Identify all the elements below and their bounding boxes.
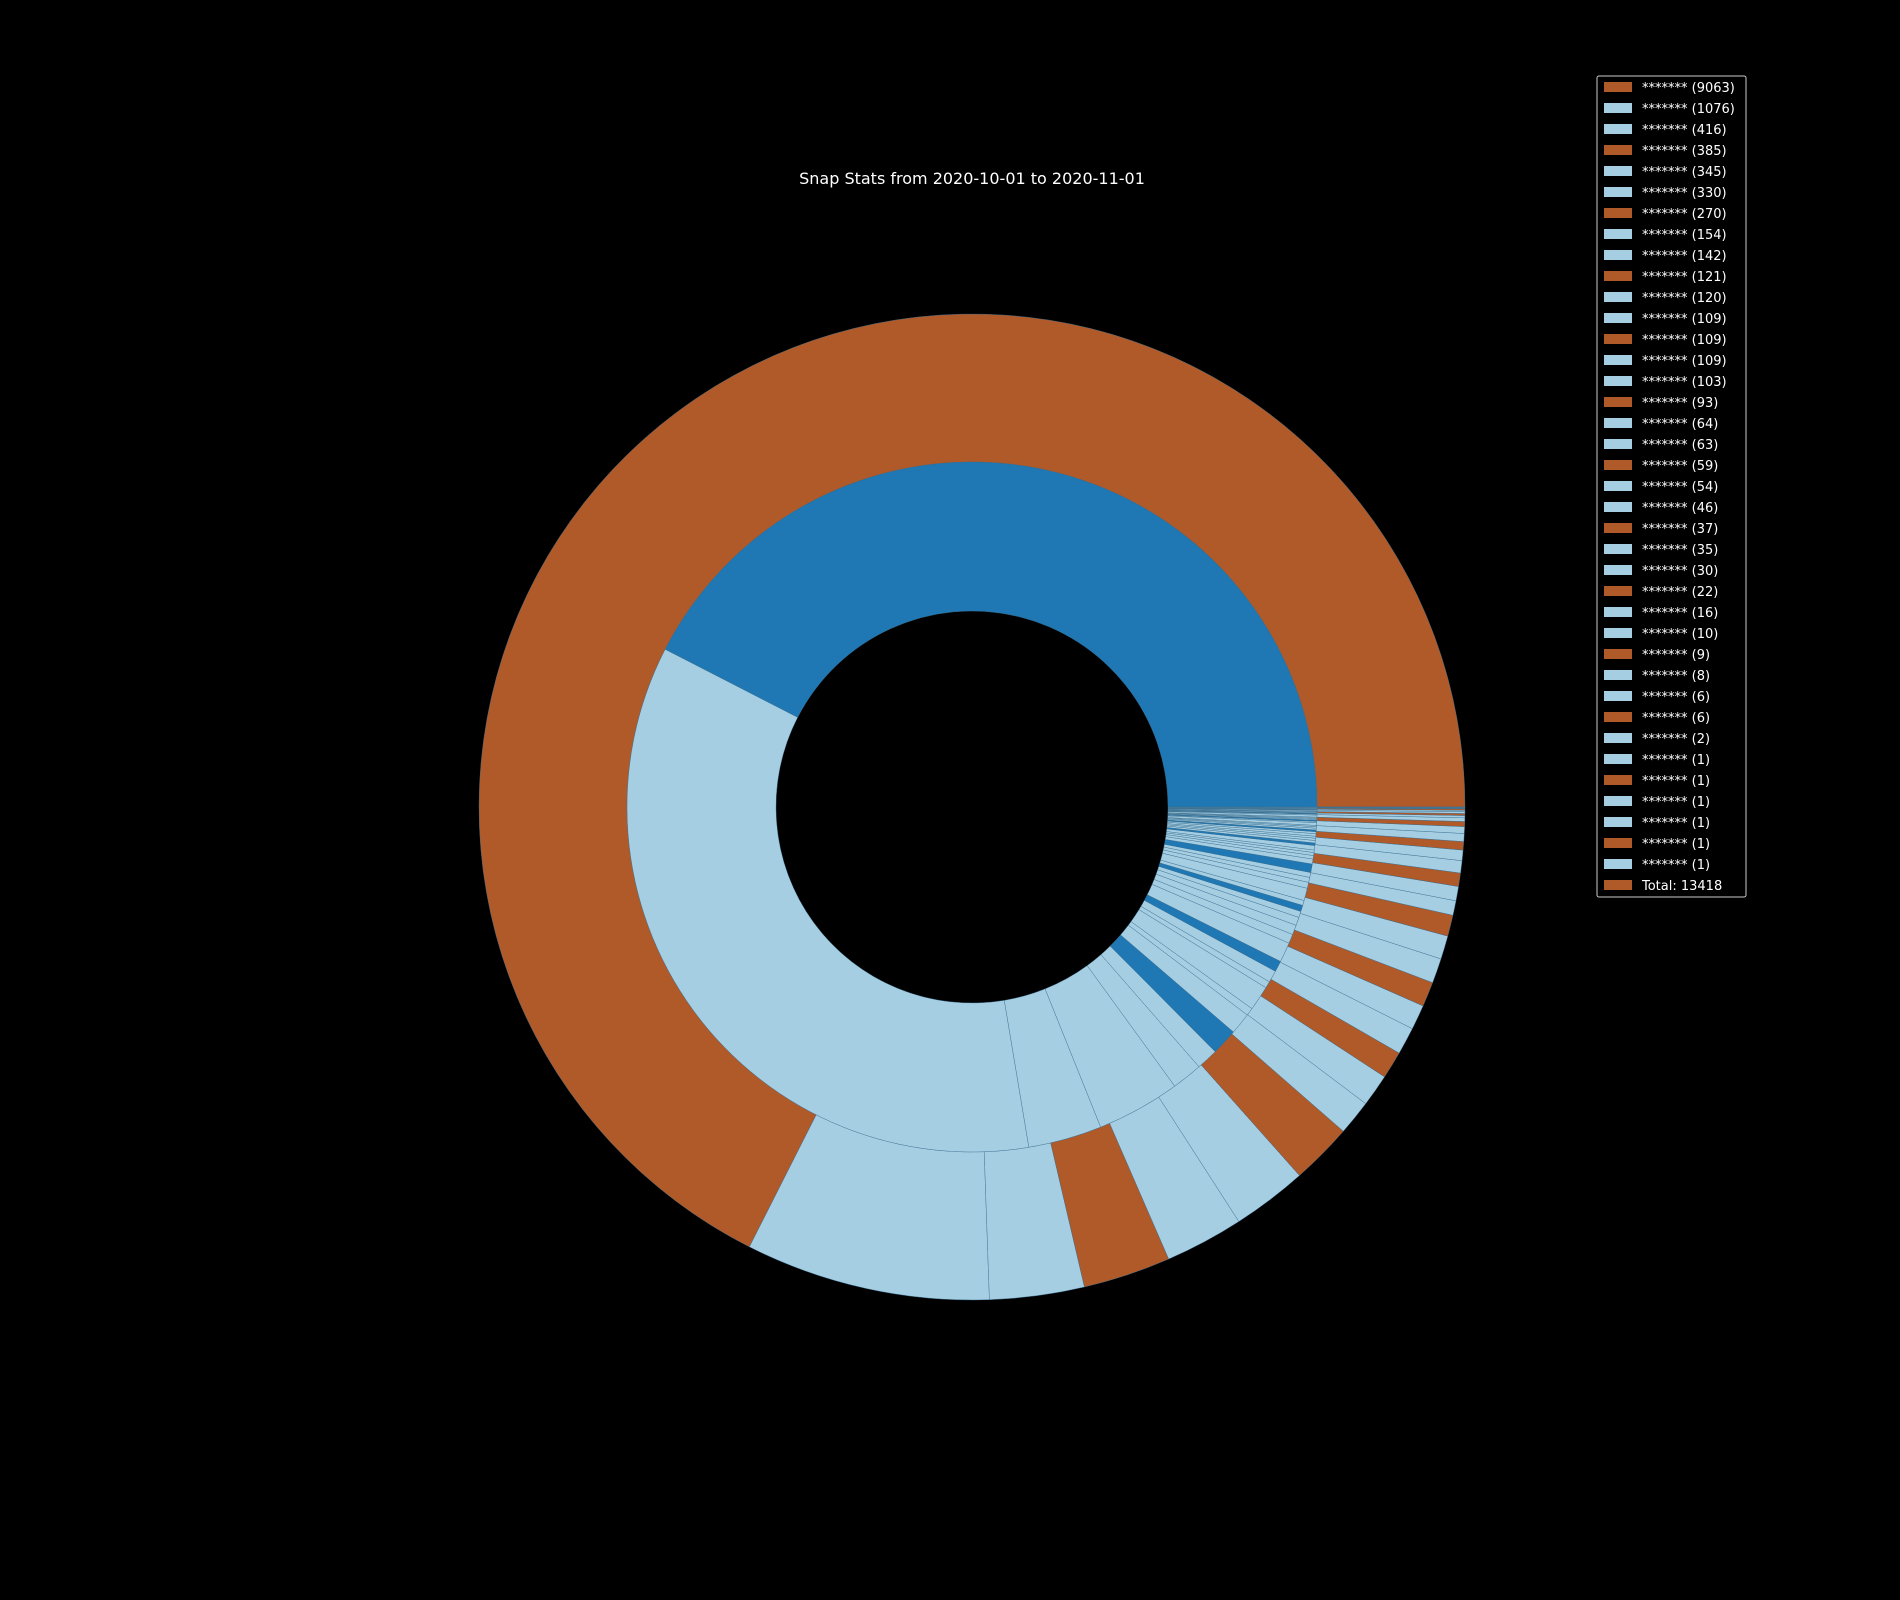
legend-label: ******* (30): [1642, 564, 1718, 579]
legend-swatch: [1604, 250, 1632, 260]
legend-label: ******* (345): [1642, 165, 1727, 180]
legend-label: ******* (6): [1642, 690, 1710, 705]
legend-swatch: [1604, 565, 1632, 575]
legend-swatch: [1604, 649, 1632, 659]
legend-label: ******* (1): [1642, 753, 1710, 768]
legend-label: ******* (1): [1642, 858, 1710, 873]
legend-swatch: [1604, 460, 1632, 470]
chart-title: Snap Stats from 2020-10-01 to 2020-11-01: [799, 169, 1145, 188]
legend-label: ******* (59): [1642, 459, 1718, 474]
legend-label: ******* (385): [1642, 144, 1727, 159]
legend-swatch: [1604, 817, 1632, 827]
legend-label: ******* (8): [1642, 669, 1710, 684]
legend-label: ******* (37): [1642, 522, 1718, 537]
legend-swatch: [1604, 523, 1632, 533]
legend-label: ******* (154): [1642, 228, 1727, 243]
legend-frame: [1596, 75, 1747, 898]
legend-label: ******* (35): [1642, 543, 1718, 558]
legend-label: ******* (93): [1642, 396, 1718, 411]
legend-label: ******* (64): [1642, 417, 1718, 432]
legend-swatch: [1604, 355, 1632, 365]
legend-label: ******* (109): [1642, 333, 1727, 348]
legend-label: ******* (416): [1642, 123, 1727, 138]
legend-label: ******* (9): [1642, 648, 1710, 663]
legend-swatch: [1604, 859, 1632, 869]
legend-label: ******* (6): [1642, 711, 1710, 726]
legend-swatch: [1604, 229, 1632, 239]
inner-ring-wedge: [664, 461, 1318, 808]
inner-ring: [626, 461, 1318, 1153]
legend-swatch: [1604, 103, 1632, 113]
legend-label: ******* (46): [1642, 501, 1718, 516]
legend-label: ******* (1): [1642, 816, 1710, 831]
legend-label: ******* (1076): [1642, 102, 1735, 117]
legend-swatch: [1604, 628, 1632, 638]
legend-label: ******* (54): [1642, 480, 1718, 495]
legend-label: ******* (1): [1642, 795, 1710, 810]
legend: ******* (9063) ******* (1076) ******* (416…: [1596, 75, 1747, 898]
legend-swatch: [1604, 481, 1632, 491]
legend-label: ******* (22): [1642, 585, 1718, 600]
legend-swatch: [1604, 397, 1632, 407]
legend-label: ******* (120): [1642, 291, 1727, 306]
legend-swatch: [1604, 691, 1632, 701]
legend-swatch: [1604, 292, 1632, 302]
legend-label: ******* (1): [1642, 837, 1710, 852]
legend-swatch: [1604, 334, 1632, 344]
legend-swatch: [1604, 208, 1632, 218]
legend-label: ******* (330): [1642, 186, 1727, 201]
legend-swatch: [1604, 733, 1632, 743]
legend-label: ******* (103): [1642, 375, 1727, 390]
legend-swatch: [1604, 439, 1632, 449]
legend-swatch: [1604, 670, 1632, 680]
legend-swatch: [1604, 145, 1632, 155]
legend-swatch: [1604, 166, 1632, 176]
legend-swatch: [1604, 376, 1632, 386]
legend-swatch: [1604, 313, 1632, 323]
legend-label: ******* (1): [1642, 774, 1710, 789]
legend-swatch: [1604, 796, 1632, 806]
outer-ring: [478, 313, 1466, 1301]
legend-swatch: [1604, 502, 1632, 512]
legend-swatch: [1604, 544, 1632, 554]
legend-label: ******* (2): [1642, 732, 1710, 747]
legend-swatch: [1604, 754, 1632, 764]
legend-label: ******* (10): [1642, 627, 1718, 642]
legend-label: ******* (270): [1642, 207, 1727, 222]
legend-items: ******* (9063) ******* (1076) ******* (416…: [1604, 81, 1735, 894]
legend-swatch: [1604, 586, 1632, 596]
legend-swatch: [1604, 82, 1632, 92]
legend-label: Total: 13418: [1641, 879, 1722, 894]
legend-swatch: [1604, 418, 1632, 428]
legend-swatch: [1604, 271, 1632, 281]
legend-label: ******* (121): [1642, 270, 1727, 285]
legend-swatch: [1604, 607, 1632, 617]
legend-label: ******* (63): [1642, 438, 1718, 453]
legend-swatch: [1604, 775, 1632, 785]
legend-swatch: [1604, 880, 1632, 890]
legend-swatch: [1604, 124, 1632, 134]
legend-swatch: [1604, 838, 1632, 848]
legend-swatch: [1604, 712, 1632, 722]
legend-label: ******* (109): [1642, 312, 1727, 327]
legend-label: ******* (16): [1642, 606, 1718, 621]
legend-label: ******* (9063): [1642, 81, 1735, 96]
legend-label: ******* (142): [1642, 249, 1727, 264]
legend-label: ******* (109): [1642, 354, 1727, 369]
legend-swatch: [1604, 187, 1632, 197]
